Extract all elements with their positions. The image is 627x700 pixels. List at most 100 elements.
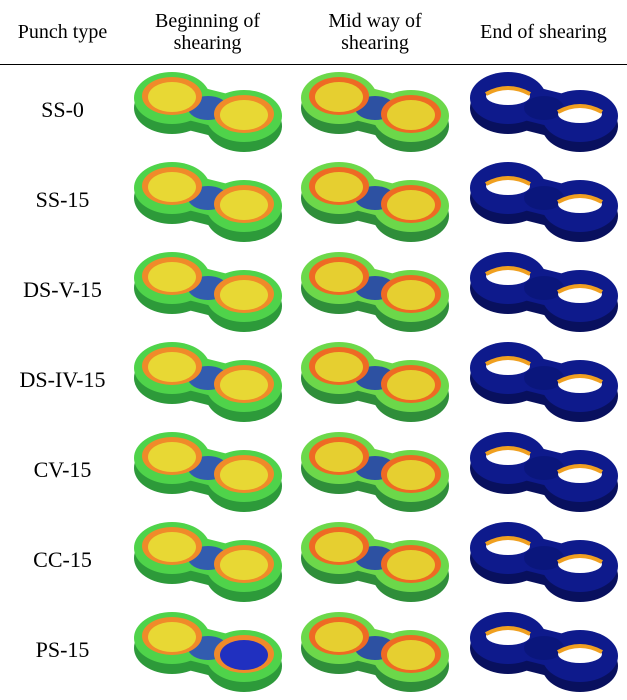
punch-face — [387, 370, 435, 400]
table-row: CV-15 — [0, 425, 627, 515]
simulation-image — [301, 162, 449, 242]
part-render — [469, 162, 618, 242]
punch-face — [315, 532, 363, 562]
row-label: DS-V-15 — [23, 277, 102, 302]
image-cell — [460, 65, 627, 156]
strain-arc — [484, 86, 531, 96]
simulation-image — [301, 612, 449, 692]
strain-arc — [556, 104, 603, 114]
header-cell: End of shearing — [460, 0, 627, 65]
image-cell — [290, 425, 460, 515]
part-render — [133, 432, 282, 512]
table-row: DS-V-15 — [0, 245, 627, 335]
part-render — [469, 522, 618, 602]
part-render — [301, 432, 449, 512]
simulation-image — [133, 612, 282, 692]
simulation-image — [301, 342, 449, 422]
strain-patch — [523, 546, 564, 570]
image-cell — [290, 515, 460, 605]
simulation-image — [469, 72, 618, 152]
strain-arc — [556, 644, 603, 654]
punch-face — [147, 442, 196, 472]
header-cell: Mid way of shearing — [290, 0, 460, 65]
simulation-image — [469, 342, 618, 422]
simulation-image — [133, 252, 282, 332]
table-row: PS-15 — [0, 605, 627, 695]
row-label: CC-15 — [33, 547, 92, 572]
image-cell — [125, 65, 290, 156]
image-cell — [125, 245, 290, 335]
image-cell — [460, 155, 627, 245]
strain-patch — [523, 186, 564, 210]
image-cell — [460, 335, 627, 425]
part-render — [301, 612, 449, 692]
image-cell — [290, 245, 460, 335]
image-cell — [125, 515, 290, 605]
punch-face — [219, 460, 268, 490]
simulation-image — [133, 342, 282, 422]
image-cell — [460, 425, 627, 515]
simulation-image — [133, 432, 282, 512]
part-render — [133, 342, 282, 422]
part-render — [133, 522, 282, 602]
punch-face — [219, 280, 268, 310]
strain-arc — [556, 284, 603, 294]
punch-face — [315, 82, 363, 112]
part-render — [301, 72, 449, 152]
part-render — [301, 252, 449, 332]
strain-arc — [484, 446, 531, 456]
punch-face — [315, 622, 363, 652]
simulation-image — [469, 252, 618, 332]
table-row: SS-15 — [0, 155, 627, 245]
part-render — [301, 162, 449, 242]
punch-face — [147, 622, 196, 652]
image-cell — [125, 605, 290, 695]
simulation-image — [133, 72, 282, 152]
table-row: SS-0 — [0, 65, 627, 156]
strain-arc — [556, 374, 603, 384]
punch-face — [219, 640, 268, 670]
image-cell — [290, 155, 460, 245]
image-cell — [125, 155, 290, 245]
strain-patch — [523, 96, 564, 120]
strain-arc — [484, 356, 531, 366]
simulation-image — [301, 522, 449, 602]
part-render — [133, 72, 282, 152]
row-label: DS-IV-15 — [19, 367, 106, 392]
simulation-image — [133, 522, 282, 602]
part-render — [301, 522, 449, 602]
strain-patch — [523, 276, 564, 300]
image-cell — [125, 425, 290, 515]
strain-arc — [484, 176, 531, 186]
punch-face — [315, 262, 363, 292]
image-cell — [290, 65, 460, 156]
image-cell — [290, 605, 460, 695]
strain-arc — [484, 266, 531, 276]
simulation-image — [469, 612, 618, 692]
simulation-image — [301, 72, 449, 152]
image-cell — [460, 245, 627, 335]
header-cell: Beginning of shearing — [125, 0, 290, 65]
part-render — [469, 342, 618, 422]
punch-face — [315, 442, 363, 472]
simulation-image — [133, 162, 282, 242]
strain-arc — [556, 194, 603, 204]
part-render — [301, 342, 449, 422]
part-render — [469, 72, 618, 152]
punch-face — [147, 172, 196, 202]
table-body: SS-0 SS-15 DS-V-15 DS-IV-15 CV-15 CC-15 PS-15 — [0, 65, 627, 696]
punch-face — [387, 280, 435, 310]
image-cell — [125, 335, 290, 425]
table-row: CC-15 — [0, 515, 627, 605]
punch-face — [147, 352, 196, 382]
strain-arc — [484, 626, 531, 636]
punch-face — [387, 550, 435, 580]
strain-arc — [556, 464, 603, 474]
header-row: Punch type Beginning of shearing Mid way… — [0, 0, 627, 65]
image-cell — [290, 335, 460, 425]
punch-face — [147, 262, 196, 292]
strain-patch — [523, 366, 564, 390]
part-render — [133, 162, 282, 242]
